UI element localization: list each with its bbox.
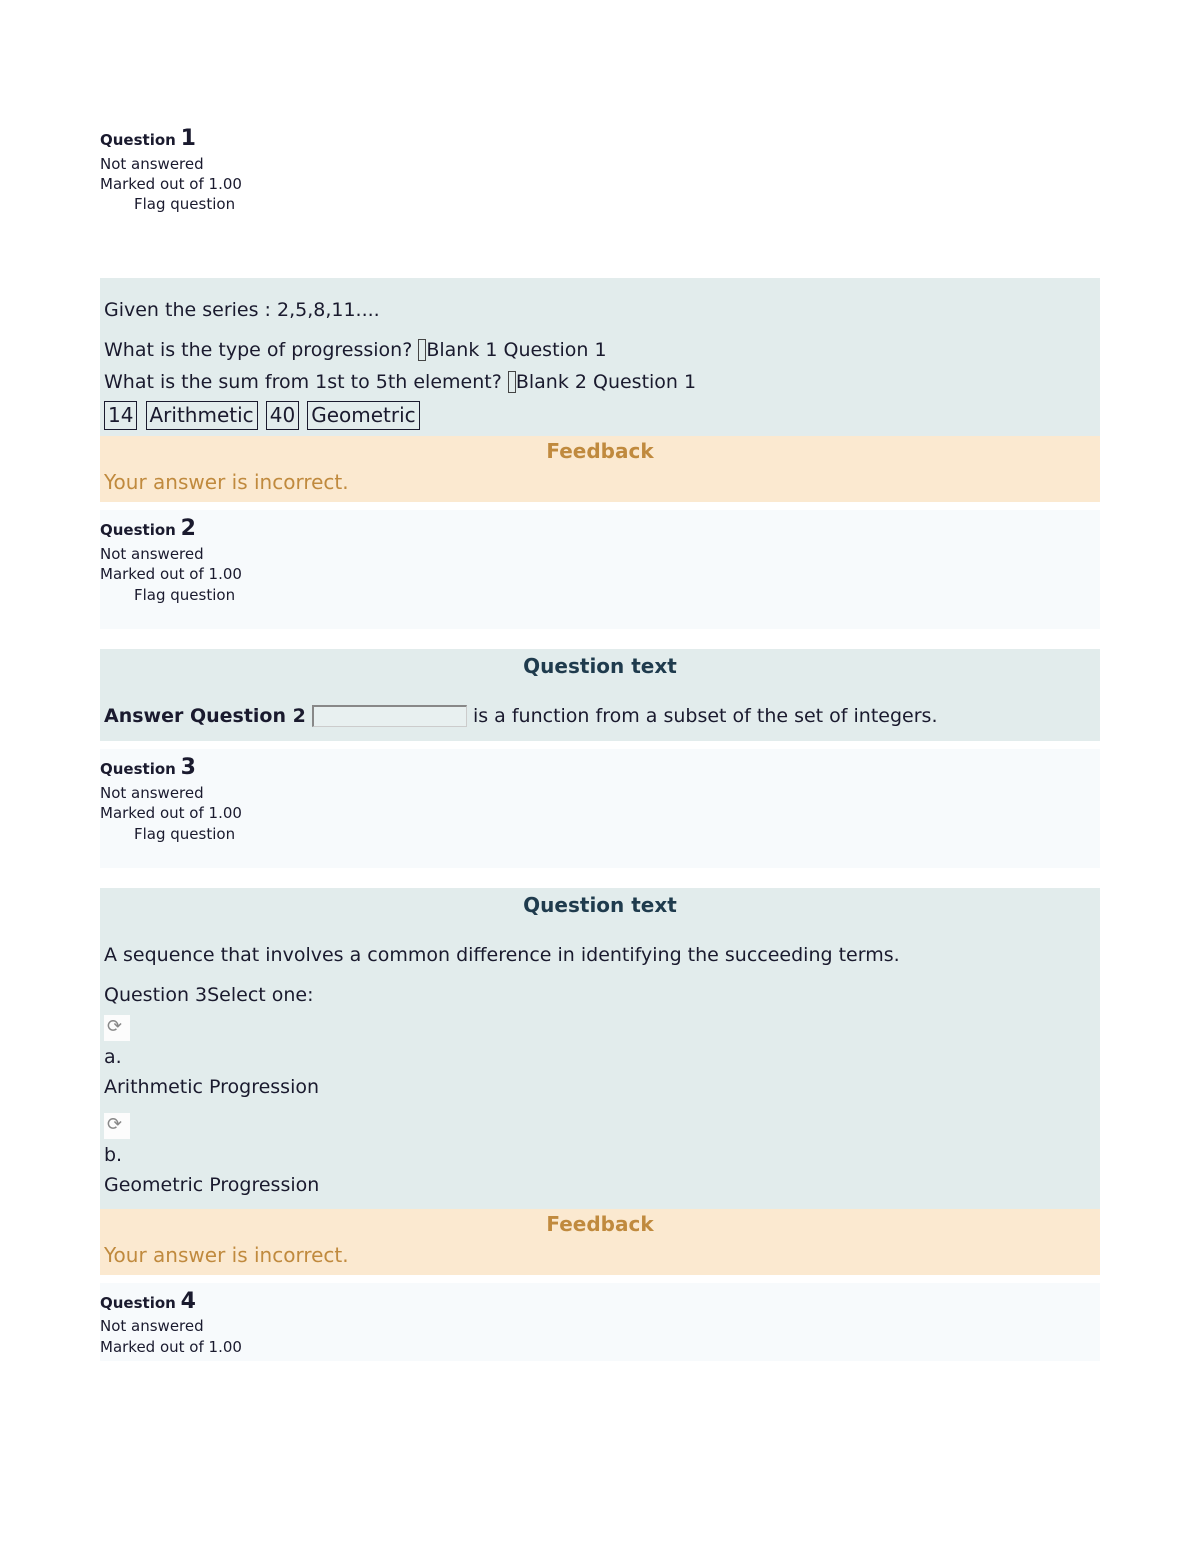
status-not-answered: Not answered [100,1316,1100,1336]
radio-option-b[interactable]: ⟳ [104,1113,130,1139]
question-2-header: Question 2 Not answered Marked out of 1.… [100,510,1100,628]
option-arithmetic[interactable]: Arithmetic [146,401,258,430]
question-number: 2 [181,516,196,541]
feedback-heading: Feedback [100,1209,1100,1240]
question-number: 4 [181,1289,196,1314]
status-not-answered: Not answered [100,154,1100,174]
q1-series: Given the series : 2,5,8,11.... [104,298,1096,324]
question-1-body: Given the series : 2,5,8,11.... What is … [100,278,1100,436]
q1-prompt-type: What is the type of progression? [104,339,418,361]
option-a-text: Arithmetic Progression [104,1075,1096,1101]
marked-out-of: Marked out of 1.00 [100,564,1100,584]
status-not-answered: Not answered [100,544,1100,564]
marked-out-of: Marked out of 1.00 [100,803,1100,823]
q2-answer-input[interactable] [312,705,467,727]
q2-answer-prefix: Answer Question 2 [104,705,306,727]
option-40[interactable]: 40 [266,401,299,430]
feedback-text: Your answer is incorrect. [100,1240,1100,1275]
question-label: Question [100,131,176,149]
option-14[interactable]: 14 [104,401,137,430]
question-text-heading: Question text [100,888,1100,923]
feedback-heading: Feedback [100,436,1100,467]
option-a-label: a. [104,1045,1096,1071]
question-3-header: Question 3 Not answered Marked out of 1.… [100,749,1100,867]
flag-question-link[interactable]: Flag question [100,824,1100,844]
q1-blank2-label: Blank 2 Question 1 [516,371,696,393]
question-number: 3 [181,755,196,780]
option-b-label: b. [104,1143,1096,1169]
q3-select-one: Question 3Select one: [104,983,1096,1009]
q1-prompt-sum: What is the sum from 1st to 5th element? [104,371,508,393]
q3-prompt: A sequence that involves a common differ… [104,943,1096,969]
radio-option-a[interactable]: ⟳ [104,1015,130,1041]
marked-out-of: Marked out of 1.00 [100,174,1100,194]
question-text-heading: Question text [100,649,1100,684]
flag-question-link[interactable]: Flag question [100,194,1100,214]
feedback-text: Your answer is incorrect. [100,467,1100,502]
question-2-body: Answer Question 2 is a function from a s… [100,684,1100,742]
q2-answer-suffix: is a function from a subset of the set o… [473,705,938,727]
question-label: Question [100,760,176,778]
question-label: Question [100,1294,176,1312]
status-not-answered: Not answered [100,783,1100,803]
option-b-text: Geometric Progression [104,1173,1096,1199]
q1-draggable-options: 14 Arithmetic 40 Geometric [104,401,1096,430]
question-1-header: Question 1 Not answered Marked out of 1.… [100,120,1100,238]
question-number: 1 [181,126,196,151]
marked-out-of: Marked out of 1.00 [100,1337,1100,1357]
question-4-header: Question 4 Not answered Marked out of 1.… [100,1283,1100,1361]
blank-2-input[interactable] [508,371,516,393]
option-geometric[interactable]: Geometric [307,401,419,430]
question-label: Question [100,521,176,539]
question-3-body: A sequence that involves a common differ… [100,923,1100,1209]
flag-question-link[interactable]: Flag question [100,585,1100,605]
q1-blank1-label: Blank 1 Question 1 [426,339,606,361]
